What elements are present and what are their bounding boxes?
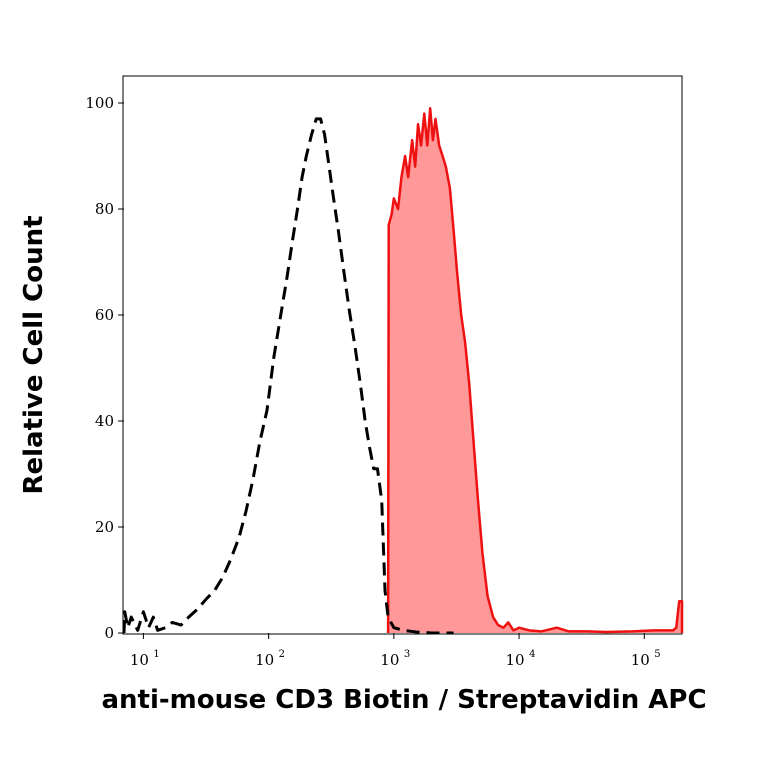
- x-tick-exponent: 3: [404, 649, 410, 660]
- red-series-line: [386, 107, 684, 634]
- x-tick-label: 10: [255, 651, 274, 669]
- y-tick-label: 20: [95, 518, 114, 536]
- red-series-fill: [388, 108, 682, 634]
- y-axis-title: Relative Cell Count: [19, 215, 49, 494]
- black-series-line: [122, 117, 454, 635]
- x-tick-exponent: 2: [279, 649, 285, 660]
- x-tick-exponent: 1: [153, 649, 159, 660]
- x-tick-label: 10: [380, 651, 399, 669]
- y-tick-label: 60: [95, 306, 114, 324]
- x-tick-label: 10: [506, 651, 525, 669]
- x-axis-ticks: 10 1 10 2 10 3 10 4 10 5: [130, 633, 661, 669]
- x-tick-label: 10: [130, 651, 149, 669]
- red-series: [386, 107, 684, 634]
- y-tick-label: 80: [95, 200, 114, 218]
- y-axis-ticks: 0 20 40 60 80 100: [85, 94, 124, 642]
- x-tick-label: 10: [631, 651, 650, 669]
- x-tick-exponent: 5: [654, 649, 660, 660]
- y-tick-label: 0: [104, 624, 114, 642]
- y-tick-label: 40: [95, 412, 114, 430]
- plot-frame: [122, 75, 683, 635]
- y-tick-label: 100: [85, 94, 114, 112]
- black-series: [122, 117, 454, 635]
- x-axis-title: anti-mouse CD3 Biotin / Streptavidin APC: [101, 685, 706, 715]
- x-tick-exponent: 4: [529, 649, 535, 660]
